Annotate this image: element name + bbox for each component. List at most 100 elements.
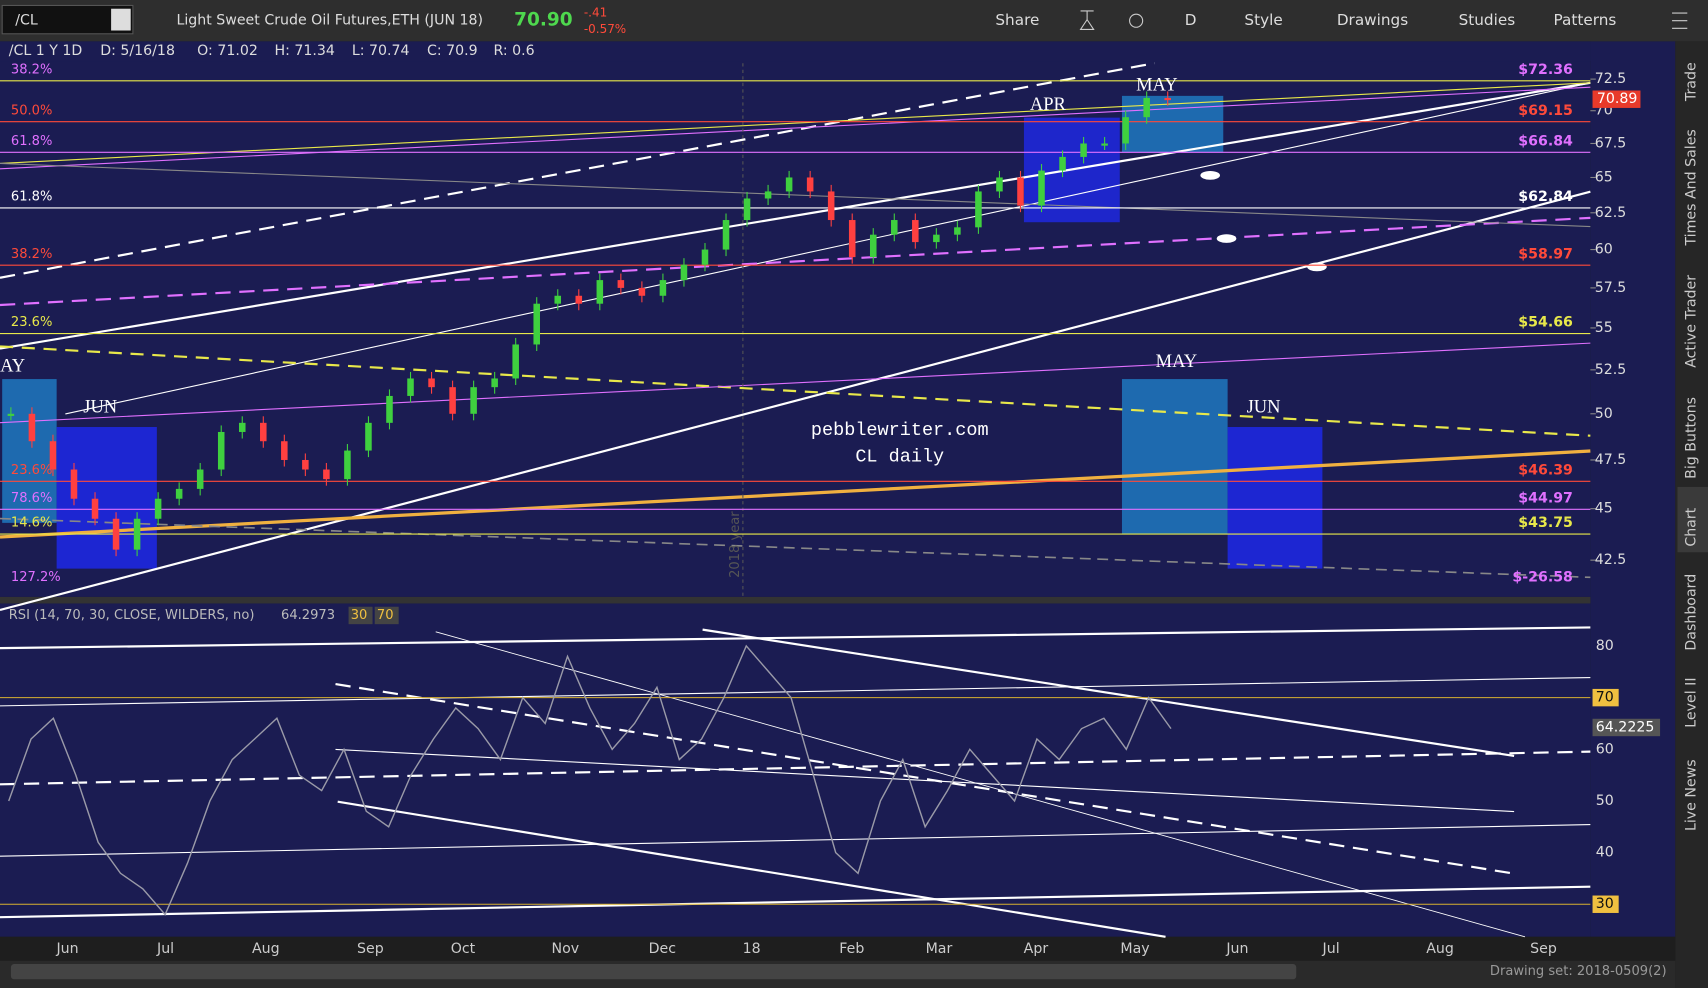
x-tick-label: Aug bbox=[252, 941, 280, 957]
fib-price-label: $69.15 bbox=[1518, 103, 1573, 119]
background bbox=[1677, 486, 1708, 553]
fib-price-label: $44.97 bbox=[1518, 490, 1573, 506]
x-tick-label: Aug bbox=[1426, 941, 1454, 957]
candle bbox=[260, 422, 267, 442]
info-field: H: 71.34 bbox=[275, 43, 335, 59]
candle bbox=[154, 498, 162, 519]
background bbox=[0, 41, 1591, 62]
candle bbox=[428, 378, 435, 388]
trendline bbox=[1200, 171, 1220, 180]
candle bbox=[743, 198, 751, 221]
annotation: MAY bbox=[1156, 352, 1197, 372]
trendlines bbox=[0, 62, 1591, 938]
watermark: CL daily bbox=[855, 446, 944, 467]
sidebar-tab[interactable]: Times And Sales bbox=[1684, 129, 1700, 246]
drawing-set[interactable]: Drawing set: 2018-0509(2) bbox=[1490, 964, 1667, 979]
candle bbox=[70, 469, 78, 499]
candle bbox=[722, 220, 730, 250]
sidebar-tab[interactable]: Big Buttons bbox=[1684, 397, 1700, 479]
rsi-header: RSI (14, 70, 30, CLOSE, WILDERS, no) bbox=[9, 608, 255, 623]
candle bbox=[996, 177, 1003, 192]
candle bbox=[238, 422, 246, 432]
trendline bbox=[0, 750, 1591, 786]
y-tick-label: 42.5 bbox=[1595, 552, 1627, 568]
trendline bbox=[0, 517, 1591, 579]
rsi-level-box bbox=[374, 606, 399, 625]
fib-label: 14.6% bbox=[11, 516, 52, 531]
candle bbox=[701, 249, 709, 265]
trendline bbox=[0, 62, 1155, 279]
trendline bbox=[0, 677, 1591, 707]
toolbar-button[interactable]: D bbox=[1185, 11, 1197, 29]
candle bbox=[848, 220, 856, 258]
candle bbox=[512, 344, 519, 379]
candle bbox=[196, 469, 204, 489]
trendline bbox=[1307, 262, 1327, 272]
fib-label: 78.6% bbox=[11, 491, 52, 506]
y-tick-label: 67.5 bbox=[1595, 135, 1627, 151]
annotation: MAY bbox=[1136, 75, 1177, 95]
toolbar-button[interactable]: Patterns bbox=[1554, 11, 1617, 29]
candle bbox=[1080, 143, 1087, 157]
info-field: O: 71.02 bbox=[197, 43, 258, 59]
toolbar-icon[interactable] bbox=[1079, 10, 1095, 30]
fib-label: 38.2% bbox=[11, 247, 52, 262]
candle bbox=[975, 191, 982, 228]
x-tick-label: Apr bbox=[1024, 941, 1049, 957]
toolbar-button[interactable]: Style bbox=[1244, 11, 1282, 29]
candle bbox=[806, 177, 814, 192]
toolbar-icon[interactable] bbox=[1672, 12, 1688, 29]
x-tick-label: Jun bbox=[55, 941, 78, 957]
candle bbox=[933, 234, 940, 243]
annotation: MAY bbox=[0, 356, 25, 376]
change: -.41 bbox=[584, 6, 607, 20]
toolbar-button[interactable]: Studies bbox=[1459, 11, 1516, 29]
fib-label: 61.8% bbox=[11, 190, 52, 205]
rsi-level-label: 70 bbox=[377, 608, 394, 623]
info-field: R: 0.6 bbox=[493, 43, 534, 59]
trendline bbox=[702, 628, 1515, 758]
x-tick-label: Oct bbox=[451, 941, 476, 957]
candle bbox=[1164, 97, 1171, 101]
fib-price-label: $-26.58 bbox=[1512, 569, 1573, 585]
trendline bbox=[0, 626, 1591, 650]
candle bbox=[554, 295, 562, 304]
sidebar-tab[interactable]: Level II bbox=[1684, 677, 1700, 727]
toolbar-icons[interactable] bbox=[1079, 10, 1688, 30]
rsi-tick-box bbox=[1592, 895, 1619, 913]
toolbar-button[interactable]: Share bbox=[995, 11, 1039, 29]
candle bbox=[891, 220, 898, 235]
y-tick-label: 45 bbox=[1595, 501, 1613, 517]
candle bbox=[323, 469, 330, 480]
candle bbox=[175, 488, 183, 499]
sidebar-tab[interactable]: Live News bbox=[1684, 759, 1700, 831]
toolbar-button[interactable]: Drawings bbox=[1337, 11, 1408, 29]
candle bbox=[659, 280, 667, 296]
trendline bbox=[0, 449, 1591, 539]
symbol[interactable]: /CL bbox=[15, 13, 38, 29]
background bbox=[0, 41, 1591, 597]
rsi-line bbox=[8, 644, 1172, 916]
candle bbox=[827, 191, 835, 221]
toolbar-icon[interactable] bbox=[1129, 13, 1144, 28]
x-tick-label: Jun bbox=[1225, 941, 1248, 957]
fib-price-label: $43.75 bbox=[1518, 515, 1573, 531]
info: /CL 1 Y 1D bbox=[9, 43, 83, 59]
candle bbox=[112, 518, 120, 550]
trendline bbox=[0, 345, 1591, 437]
sidebar-tab[interactable]: Active Trader bbox=[1684, 275, 1700, 368]
sidebar-tab[interactable]: Dashboard bbox=[1684, 574, 1700, 651]
candle bbox=[575, 295, 583, 304]
fib-label: 23.6% bbox=[11, 463, 52, 478]
annotation: JUN bbox=[1247, 398, 1281, 418]
trendline bbox=[0, 81, 1591, 350]
background bbox=[10, 964, 1297, 980]
sidebar-tab[interactable]: Trade bbox=[1684, 62, 1700, 102]
watermark: pebblewriter.com bbox=[811, 420, 989, 441]
sidebar-tab[interactable]: Chart bbox=[1684, 507, 1700, 546]
candle bbox=[680, 264, 688, 281]
fib-label: 50.0% bbox=[11, 103, 52, 118]
trendline bbox=[0, 885, 1591, 919]
description: Light Sweet Crude Oil Futures,ETH (JUN 1… bbox=[176, 13, 483, 29]
